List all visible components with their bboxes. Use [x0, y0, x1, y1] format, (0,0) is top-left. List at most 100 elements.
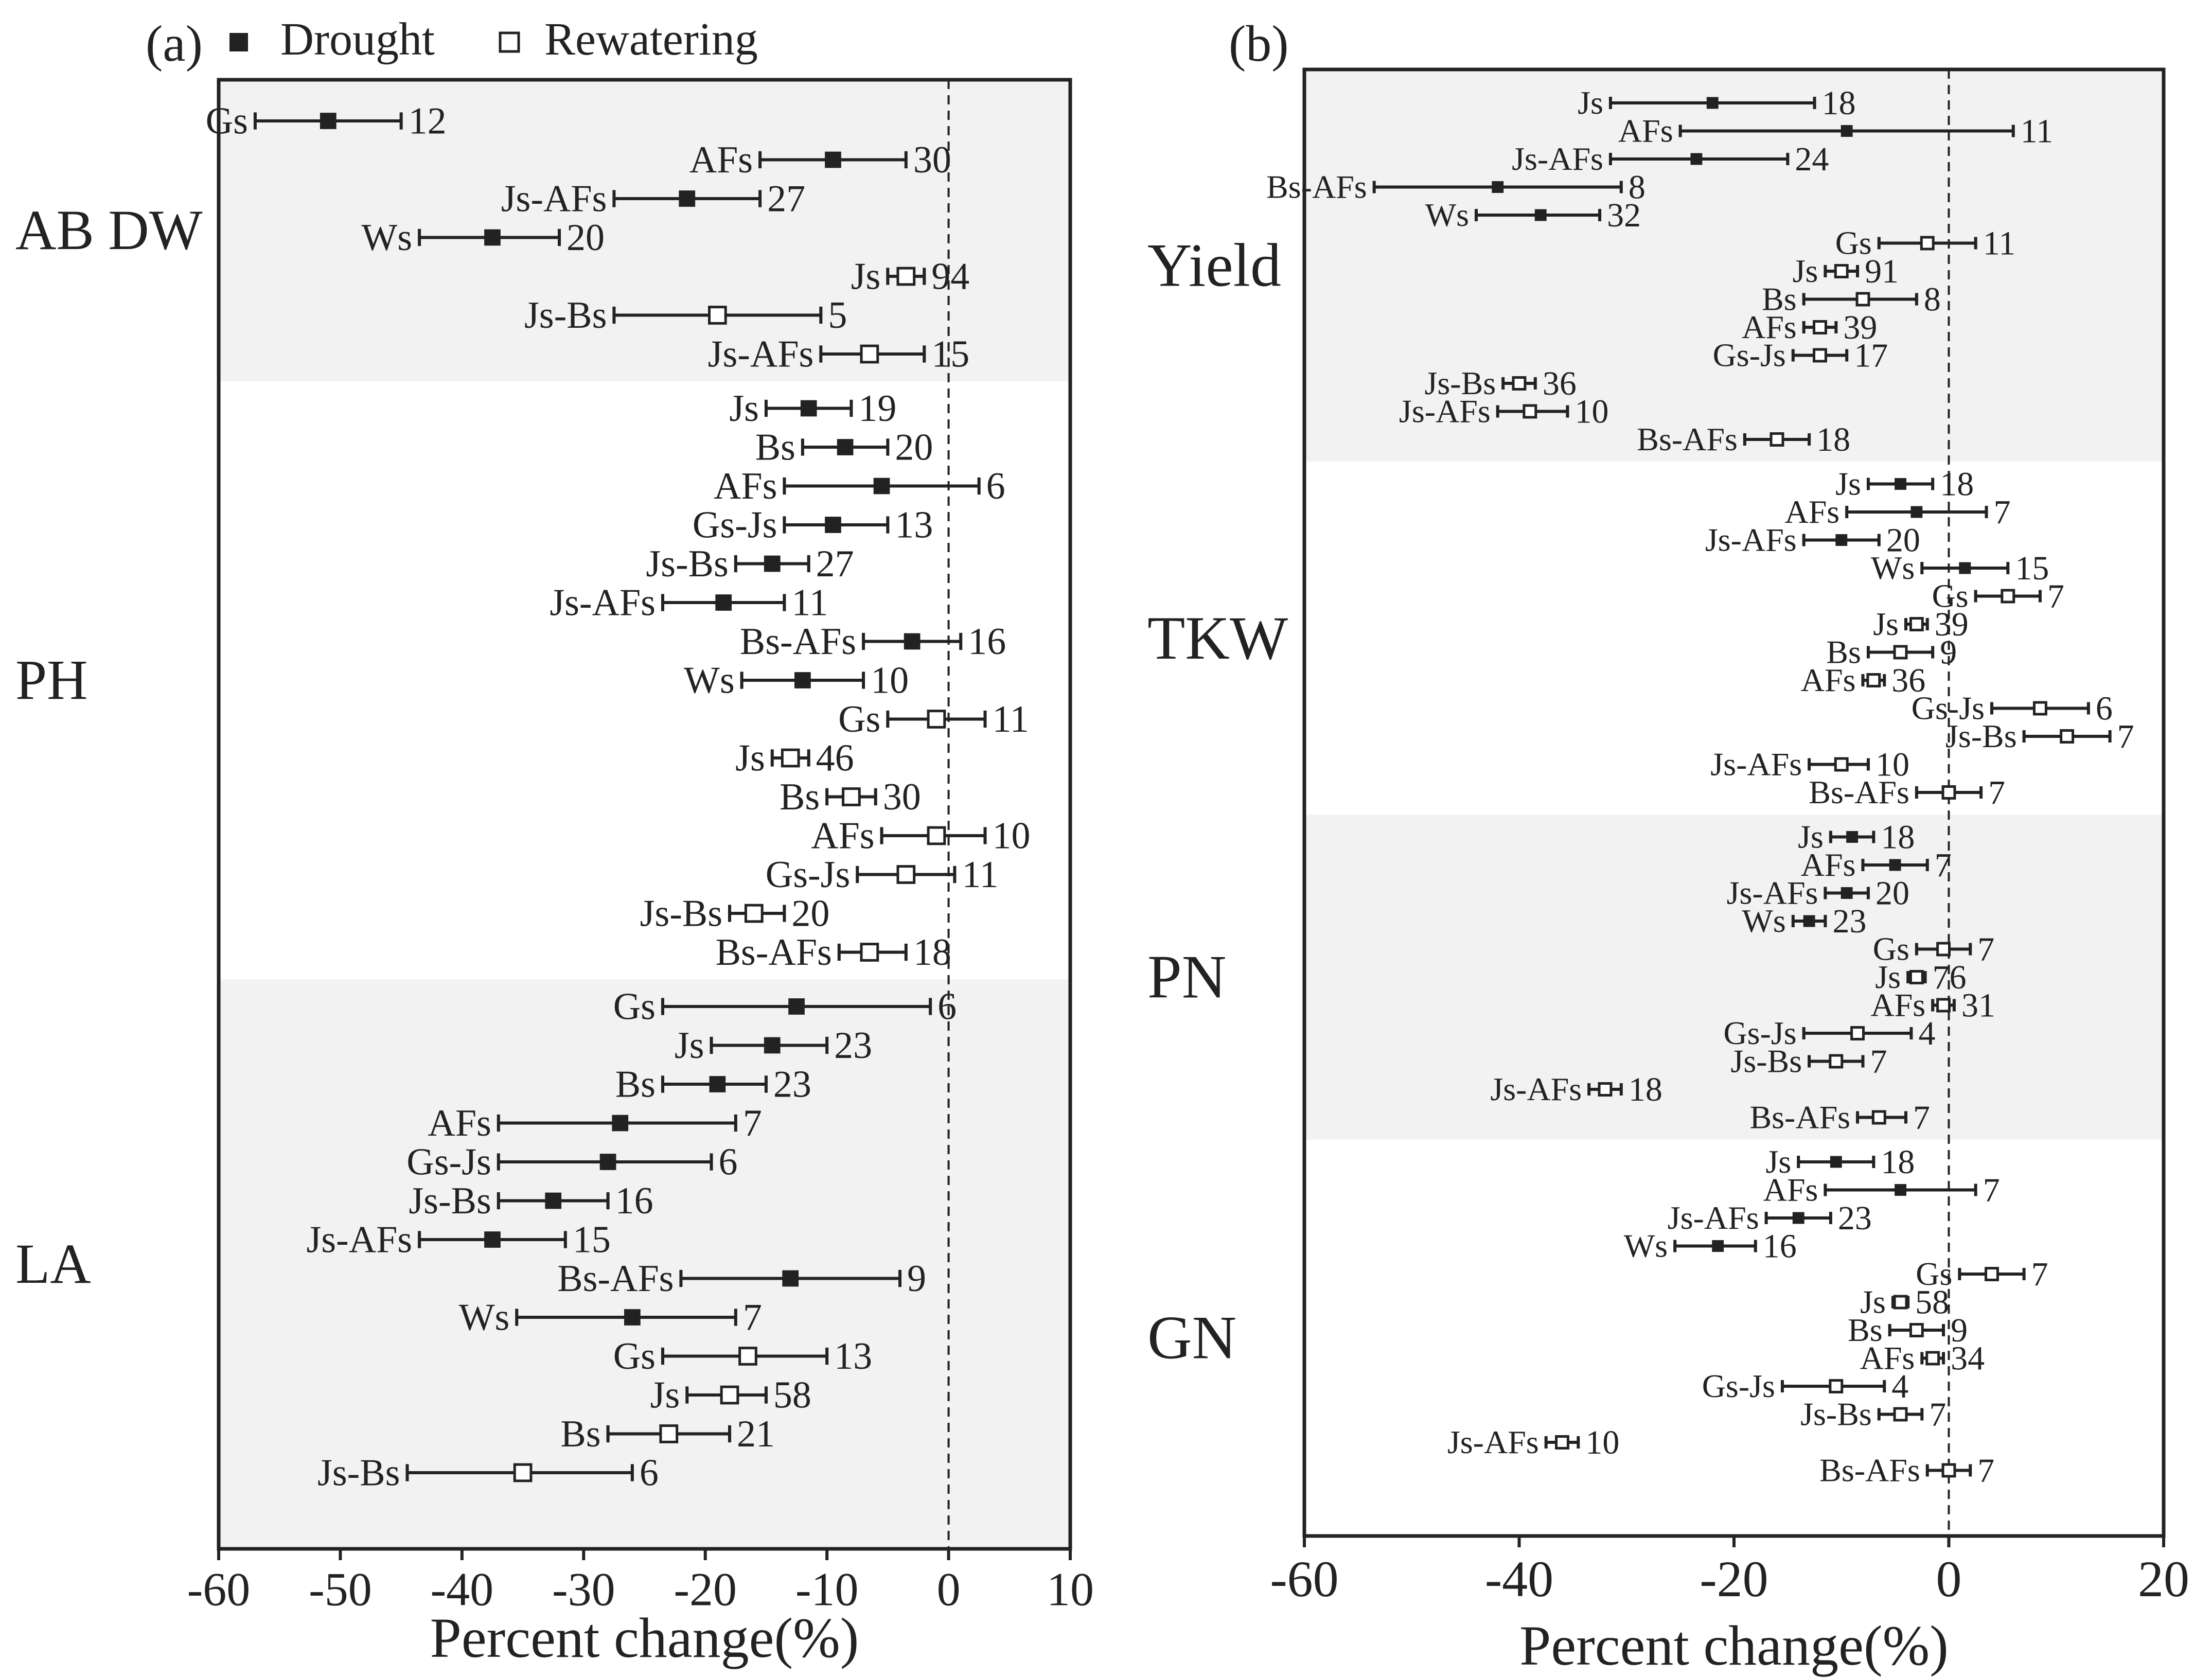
- effect-row: Bs 23: [615, 1063, 811, 1105]
- legend-rewatering-marker: [499, 31, 520, 53]
- sample-size-label: 18: [913, 931, 951, 974]
- x-tick-label: -60: [1270, 1550, 1338, 1608]
- legend: Drought Rewatering: [229, 14, 758, 65]
- drought-mean-marker: [837, 439, 854, 455]
- treatment-label: Gs: [613, 985, 656, 1028]
- drought-mean-marker: [800, 400, 817, 417]
- effect-row: AFs 7: [1801, 846, 1952, 884]
- effect-row: Ws 20: [361, 217, 605, 259]
- treatment-label: Ws: [1742, 903, 1786, 939]
- effect-row: Js-Bs 7: [1800, 1396, 1946, 1433]
- effect-row: Bs-AFs 18: [1637, 421, 1850, 458]
- treatment-label: Ws: [459, 1296, 510, 1338]
- sample-size-label: 20: [1875, 874, 1909, 912]
- rewatering-mean-marker: [1909, 970, 1924, 984]
- sample-size-label: 39: [1843, 309, 1877, 346]
- effect-row: Js-AFs 20: [1705, 521, 1920, 559]
- sample-size-label: 34: [1951, 1339, 1985, 1377]
- drought-mean-marker: [1841, 887, 1853, 899]
- sample-size-label: 10: [993, 815, 1031, 857]
- treatment-label: Bs: [780, 776, 820, 818]
- rewatering-mean-marker: [1829, 1054, 1844, 1069]
- sample-size-label: 21: [737, 1413, 775, 1455]
- treatment-label: Gs-Js: [1723, 1015, 1796, 1051]
- effect-row: AFs 10: [811, 815, 1030, 857]
- treatment-label: AFs: [689, 139, 753, 181]
- effect-row: Js 76: [1875, 959, 1966, 996]
- x-tick-label: -40: [431, 1563, 494, 1615]
- treatment-label: Js-AFs: [1668, 1199, 1759, 1236]
- rewatering-mean-marker: [708, 306, 727, 325]
- effect-row: Js-AFs 23: [1668, 1199, 1872, 1237]
- drought-mean-marker: [1492, 181, 1504, 193]
- x-tick-label: -30: [552, 1563, 615, 1615]
- drought-mean-marker: [794, 672, 811, 688]
- sample-size-label: 32: [1607, 197, 1641, 234]
- sample-size-label: 9: [1951, 1312, 1968, 1349]
- sample-size-label: 19: [858, 387, 896, 430]
- sample-size-label: 10: [871, 659, 909, 701]
- panel-b: (b) Yield TKW PN GN Js 18 AFs 11 Js-AFs 24 Bs-AFs…: [1147, 15, 2189, 1677]
- legend-drought-marker: [229, 33, 248, 51]
- effect-row: Gs 7: [1916, 1256, 2048, 1293]
- sample-size-label: 7: [743, 1102, 762, 1144]
- effect-row: AFs 7: [1784, 493, 2010, 531]
- treatment-label: AFs: [1860, 1340, 1915, 1376]
- treatment-label: Gs: [206, 100, 248, 142]
- treatment-label: Bs-AFs: [1819, 1452, 1920, 1489]
- treatment-label: Js-Bs: [1424, 365, 1496, 401]
- treatment-label: AFs: [428, 1102, 491, 1144]
- drought-mean-marker: [1803, 915, 1815, 927]
- effect-row: Js 91: [1793, 253, 1899, 290]
- sample-size-label: 7: [1983, 1171, 2000, 1209]
- effect-row: Js-Bs 7: [1945, 718, 2134, 755]
- treatment-label: Gs-Js: [1912, 690, 1985, 727]
- sample-size-label: 9: [1940, 633, 1957, 671]
- x-tick-label: -40: [1485, 1550, 1553, 1608]
- rewatering-mean-marker: [513, 1463, 533, 1482]
- effect-row: Js 18: [1798, 818, 1915, 856]
- effect-row: Js 94: [851, 255, 970, 297]
- effect-row: Js-AFs 11: [550, 581, 828, 624]
- drought-mean-marker: [1889, 859, 1901, 871]
- rewatering-mean-marker: [1893, 645, 1908, 660]
- legend-drought-label: Drought: [280, 14, 435, 65]
- drought-mean-marker: [782, 1270, 799, 1287]
- treatment-label: Gs: [1916, 1256, 1952, 1292]
- sample-size-label: 16: [1763, 1227, 1797, 1265]
- treatment-label: Js-AFs: [1447, 1424, 1539, 1460]
- treatment-label: AFs: [1763, 1172, 1818, 1208]
- rewatering-mean-marker: [1941, 1463, 1956, 1478]
- effect-row: Bs-AFs 16: [740, 621, 1006, 663]
- effect-row: Gs 7: [1873, 930, 1995, 968]
- sample-size-label: 11: [1983, 224, 2016, 262]
- rewatering-mean-marker: [1555, 1435, 1569, 1450]
- rewatering-mean-marker: [781, 748, 800, 768]
- rewatering-mean-marker: [1834, 264, 1849, 278]
- effect-row: Bs 30: [780, 776, 921, 818]
- treatment-label: Js: [1793, 253, 1818, 289]
- drought-mean-marker: [788, 998, 805, 1015]
- drought-mean-marker: [825, 151, 841, 168]
- effect-row: Js-Bs 27: [646, 543, 854, 585]
- treatment-label: Ws: [1425, 197, 1469, 233]
- sample-size-label: 27: [816, 543, 854, 585]
- sample-size-label: 18: [1940, 465, 1974, 503]
- group-label: AB DW: [15, 199, 203, 261]
- effect-row: Js-Bs 20: [640, 892, 830, 934]
- drought-mean-marker: [1895, 1184, 1907, 1196]
- x-tick-label: 20: [2138, 1550, 2189, 1608]
- treatment-label: Js: [1578, 84, 1603, 121]
- rewatering-mean-marker: [1893, 1407, 1908, 1422]
- treatment-label: Bs: [615, 1063, 656, 1105]
- sample-size-label: 27: [767, 178, 805, 220]
- treatment-label: Bs-AFs: [1749, 1099, 1850, 1136]
- sample-size-label: 11: [2021, 112, 2054, 150]
- drought-mean-marker: [1846, 831, 1859, 843]
- x-tick-label: -20: [674, 1563, 737, 1615]
- effect-row: Bs 20: [755, 426, 933, 468]
- treatment-label: Js-Bs: [646, 543, 728, 585]
- effect-row: Bs-AFs 7: [1809, 774, 2005, 811]
